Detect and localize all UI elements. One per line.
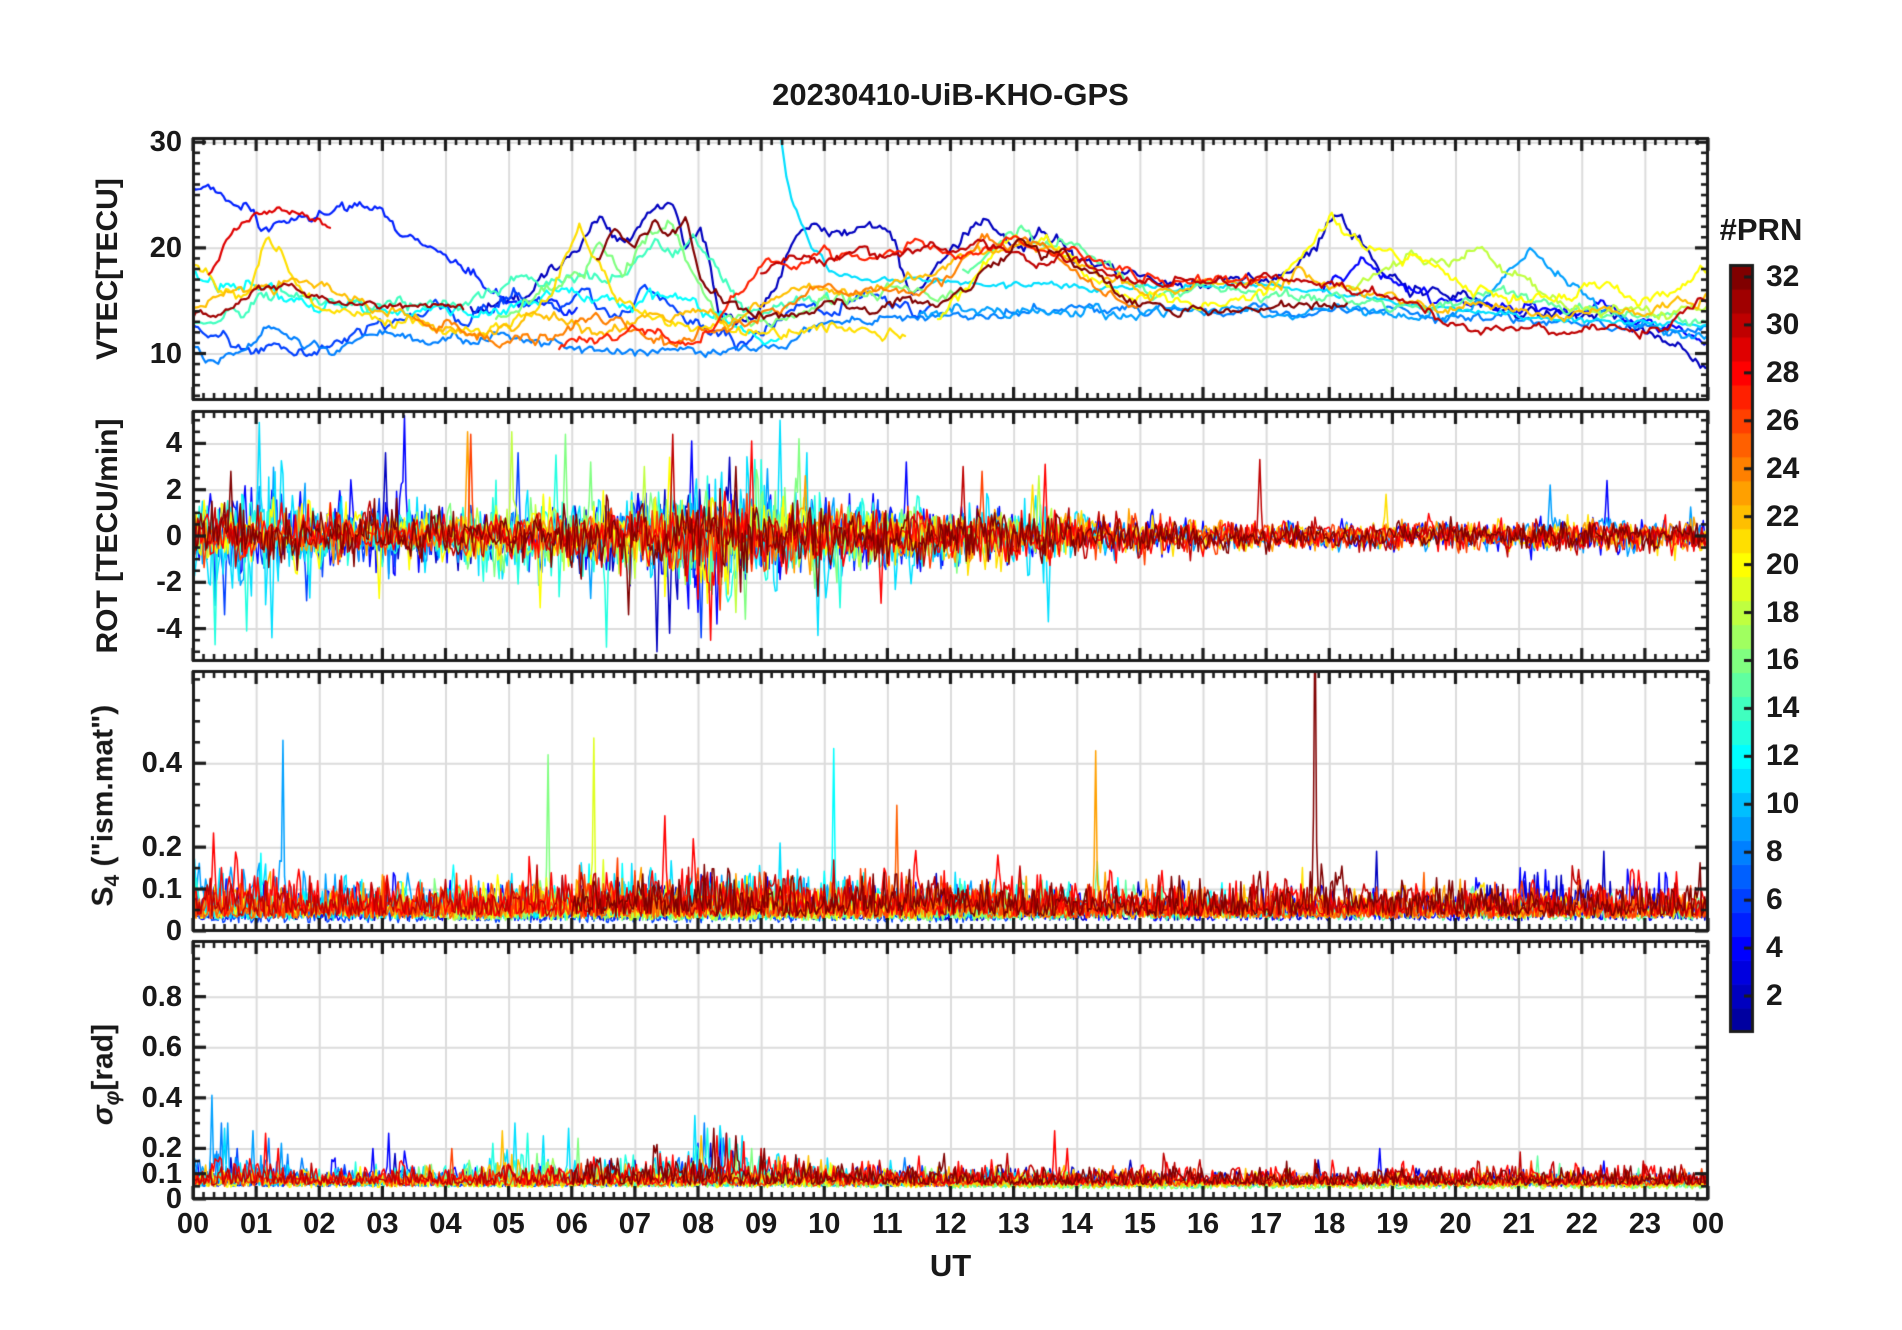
y-axis-label-part: φ xyxy=(100,1090,124,1106)
x-tick-label: 05 xyxy=(492,1208,525,1240)
y-tick-label: 0.8 xyxy=(141,980,182,1013)
y-tick-label: 0.4 xyxy=(141,747,182,780)
colorbar-tick-label: 24 xyxy=(1766,451,1800,485)
x-tick-label: 12 xyxy=(934,1208,967,1240)
x-tick-label: 21 xyxy=(1502,1208,1535,1240)
y-tick-label: 0 xyxy=(165,520,182,552)
x-tick-label: 09 xyxy=(744,1208,778,1240)
x-tick-label: 00 xyxy=(176,1208,210,1240)
colorbar-tick-label: 2 xyxy=(1766,979,1783,1013)
colorbar-tick-label: 6 xyxy=(1766,883,1783,917)
y-tick-label: -2 xyxy=(156,566,182,599)
colorbar-tick-label: 22 xyxy=(1766,499,1800,533)
colorbar-tick-label: 20 xyxy=(1766,547,1800,581)
x-tick-label: 13 xyxy=(997,1208,1030,1240)
x-tick-label: 08 xyxy=(681,1208,715,1240)
y-tick-label: -4 xyxy=(156,612,182,645)
x-tick-label: 01 xyxy=(239,1208,273,1240)
y-axis-label-part: [rad] xyxy=(86,1023,120,1091)
y-axis-label-vtec: VTEC[TECU] xyxy=(0,178,358,360)
x-tick-label: 22 xyxy=(1565,1208,1598,1240)
x-tick-label: 10 xyxy=(808,1208,841,1240)
colorbar-tick-label: 14 xyxy=(1766,691,1800,725)
x-axis-label: UT xyxy=(929,1248,972,1283)
x-tick-label: 14 xyxy=(1060,1208,1093,1240)
y-tick-label: 0.1 xyxy=(141,873,182,906)
x-tick-label: 18 xyxy=(1313,1208,1346,1240)
y-tick-label: 2 xyxy=(165,473,182,506)
y-tick-label: 20 xyxy=(149,231,182,264)
y-axis-label-part: σ xyxy=(86,1105,120,1126)
x-tick-label: 00 xyxy=(1691,1208,1725,1240)
y-tick-label: 0.2 xyxy=(141,1132,182,1165)
figure-title: 20230410-UiB-KHO-GPS xyxy=(772,77,1129,112)
x-tick-label: 06 xyxy=(555,1208,588,1240)
x-tick-label: 02 xyxy=(303,1208,336,1240)
x-tick-label: 19 xyxy=(1376,1208,1409,1240)
y-tick-label: 0 xyxy=(165,1183,182,1215)
colorbar-tick-label: 18 xyxy=(1766,595,1800,629)
y-tick-label: 0.4 xyxy=(141,1081,182,1114)
y-axis-label-s4: S4 ("ism.mat") xyxy=(0,705,358,907)
colorbar-tick-label: 4 xyxy=(1766,931,1783,965)
x-tick-label: 11 xyxy=(872,1208,903,1240)
y-tick-label: 0.2 xyxy=(141,831,182,864)
y-tick-label: 10 xyxy=(149,337,182,370)
colorbar-tick-label: 8 xyxy=(1766,835,1783,869)
colorbar-tick-label: 16 xyxy=(1766,643,1800,677)
y-axis-label-sigma-phi: σφ[rad] xyxy=(0,1024,358,1125)
y-tick-label: 30 xyxy=(149,126,182,159)
x-tick-label: 04 xyxy=(429,1208,462,1240)
colorbar-tick-label: 28 xyxy=(1766,355,1800,389)
colorbar-title: #PRN xyxy=(1719,212,1803,247)
colorbar-tick-label: 12 xyxy=(1766,739,1800,773)
colorbar-tick-label: 26 xyxy=(1766,403,1800,437)
x-tick-label: 17 xyxy=(1249,1208,1283,1240)
x-tick-label: 03 xyxy=(366,1208,399,1240)
y-tick-label: 4 xyxy=(165,427,182,460)
x-tick-label: 07 xyxy=(618,1208,651,1240)
y-tick-label: 0 xyxy=(165,915,182,947)
y-tick-label: 0.6 xyxy=(141,1031,182,1064)
y-axis-label-rot: ROT [TECU/min] xyxy=(0,419,358,654)
colorbar-tick-label: 32 xyxy=(1766,259,1800,293)
y-tick-label: 0.1 xyxy=(141,1157,182,1190)
x-tick-label: 15 xyxy=(1123,1208,1156,1240)
x-tick-label: 20 xyxy=(1439,1208,1472,1240)
colorbar-tick-label: 10 xyxy=(1766,787,1800,821)
x-tick-label: 16 xyxy=(1186,1208,1220,1240)
colorbar-tick-label: 30 xyxy=(1766,307,1800,341)
x-tick-label: 23 xyxy=(1628,1208,1661,1240)
